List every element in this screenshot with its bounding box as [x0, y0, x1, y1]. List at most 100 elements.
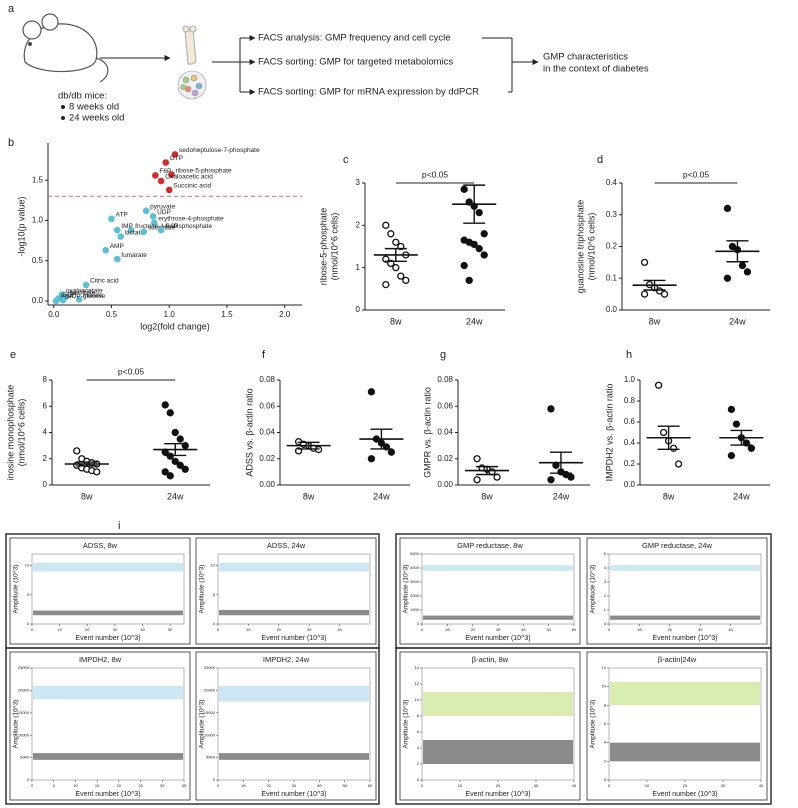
data-point	[475, 244, 483, 253]
point-label: malate	[83, 292, 103, 299]
data-point	[547, 405, 555, 413]
point	[165, 186, 173, 194]
x-tick-label: 30	[496, 627, 501, 632]
x-tick-label: 30	[160, 783, 165, 788]
plot-area	[608, 553, 762, 625]
droplet-cluster	[423, 615, 573, 620]
x-axis-label: Event number (10^3)	[75, 791, 140, 798]
x-tick-label: 40	[759, 783, 764, 788]
x-tick-label: 0	[421, 627, 424, 632]
bullet	[61, 105, 65, 109]
mice-label: db/db mice:	[58, 91, 107, 102]
x-tick-label: 60	[572, 627, 577, 632]
y-axis-label: Amplitude (10^3)	[403, 700, 410, 749]
y-tick-label: 15000	[18, 710, 30, 715]
x-tick-label: 10	[241, 783, 246, 788]
plot-frame	[586, 537, 768, 645]
x-tick-label: 0	[31, 783, 34, 788]
point-label: pyruvate	[150, 204, 175, 211]
data-point	[171, 428, 179, 437]
x-tick-label: 10	[57, 627, 62, 632]
x-tick-label: 0	[608, 627, 611, 632]
y-tick-label: 5000	[20, 755, 30, 760]
y-tick-label: 4	[604, 740, 607, 745]
x-tick-label: 40	[317, 783, 322, 788]
point	[168, 171, 175, 178]
y-tick-label: 6	[417, 729, 420, 734]
droplet-cluster	[219, 753, 369, 760]
panel-letter: a	[8, 3, 15, 15]
y-tick-label: 10000	[18, 732, 30, 737]
plot-area	[217, 553, 371, 625]
point	[171, 151, 179, 158]
outcome-label: in the context of diabetes	[543, 64, 649, 75]
data-point	[480, 251, 488, 259]
x-tick-label: 20	[496, 783, 501, 788]
plot-frame	[399, 651, 581, 801]
droplet-cluster	[219, 685, 369, 702]
x-axis-label: Event number (10^3)	[652, 635, 717, 642]
y-tick-label: 3	[356, 178, 361, 187]
x-tick-label: 0.5	[106, 310, 118, 319]
panel-letter: i	[118, 520, 120, 532]
point	[102, 246, 110, 254]
y-tick-label: 3000	[410, 579, 420, 584]
x-tick-label: 10	[445, 627, 450, 632]
point-label: isocitrate	[69, 290, 95, 297]
data-point	[723, 204, 732, 213]
x-tick-label: 8w	[663, 491, 675, 501]
droplet-cluster	[610, 682, 760, 706]
point	[59, 296, 67, 304]
y-axis-label: inosine monophosphate	[5, 385, 15, 481]
x-axis-label: Event number (10^3)	[75, 635, 140, 642]
x-tick-label: 20	[117, 783, 122, 788]
y-tick-label: 14	[415, 665, 420, 670]
point	[75, 296, 83, 303]
data-point	[669, 444, 678, 452]
point-label: fumarate	[121, 252, 147, 259]
data-point	[402, 276, 410, 285]
y-tick-label: 5	[604, 551, 607, 556]
y-tick-label: 10	[415, 697, 420, 702]
point	[162, 159, 170, 166]
x-tick-label: 24w	[729, 316, 746, 326]
point-label: Oxaloacetic acid	[165, 174, 213, 181]
y-tick-label: 0.06	[259, 401, 275, 410]
y-tick-label: 6	[604, 721, 607, 726]
y-tick-label: 12	[602, 665, 607, 670]
x-tick-label: 2.0	[279, 310, 291, 319]
bone-icon	[182, 25, 197, 65]
y-tick-label: 0	[27, 621, 30, 626]
data-point	[654, 381, 663, 389]
data-point	[166, 472, 174, 480]
y-tick-label: 10000	[204, 732, 216, 737]
point-label: AMP	[110, 243, 124, 250]
point-label: sedoheptulose-7-phosphate	[179, 147, 260, 154]
point	[113, 226, 121, 234]
x-tick-label: 10	[637, 627, 642, 632]
data-point	[547, 476, 555, 484]
data-point	[367, 388, 376, 396]
data-point	[728, 242, 737, 251]
y-tick-label: 0.2	[606, 242, 618, 251]
y-tick-label: 0.02	[437, 454, 453, 463]
y-tick-label: 0.3	[606, 210, 618, 219]
y-tick-label: 0.08	[437, 375, 453, 384]
point-label: oxaloacetate	[66, 287, 103, 294]
y-tick-label: 1	[356, 263, 361, 272]
data-point	[465, 276, 473, 285]
x-tick-label: 30	[721, 783, 726, 788]
data-point	[171, 457, 179, 466]
y-tick-label: 0.5	[32, 256, 44, 265]
x-tick-label: 8w	[481, 491, 493, 501]
y-tick-label: 1000	[410, 607, 420, 612]
point	[140, 228, 148, 236]
y-axis-label: Amplitude (10^3)	[403, 565, 410, 614]
x-tick-label: 20	[277, 627, 282, 632]
data-point	[176, 435, 184, 443]
droplet-cluster	[610, 565, 760, 571]
data-point	[161, 401, 169, 409]
data-point	[480, 230, 488, 238]
y-tick-label: 2	[604, 593, 607, 598]
